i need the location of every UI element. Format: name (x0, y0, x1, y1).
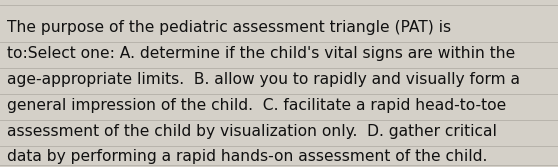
Text: to:Select one: A. determine if the child's vital signs are within the: to:Select one: A. determine if the child… (7, 46, 515, 61)
Text: The purpose of the pediatric assessment triangle (PAT) is: The purpose of the pediatric assessment … (7, 20, 451, 35)
Text: general impression of the child.  C. facilitate a rapid head-to-toe: general impression of the child. C. faci… (7, 98, 506, 113)
Text: data by performing a rapid hands-on assessment of the child.: data by performing a rapid hands-on asse… (7, 149, 487, 164)
Text: age-appropriate limits.  B. allow you to rapidly and visually form a: age-appropriate limits. B. allow you to … (7, 72, 519, 87)
Text: assessment of the child by visualization only.  D. gather critical: assessment of the child by visualization… (7, 124, 497, 139)
